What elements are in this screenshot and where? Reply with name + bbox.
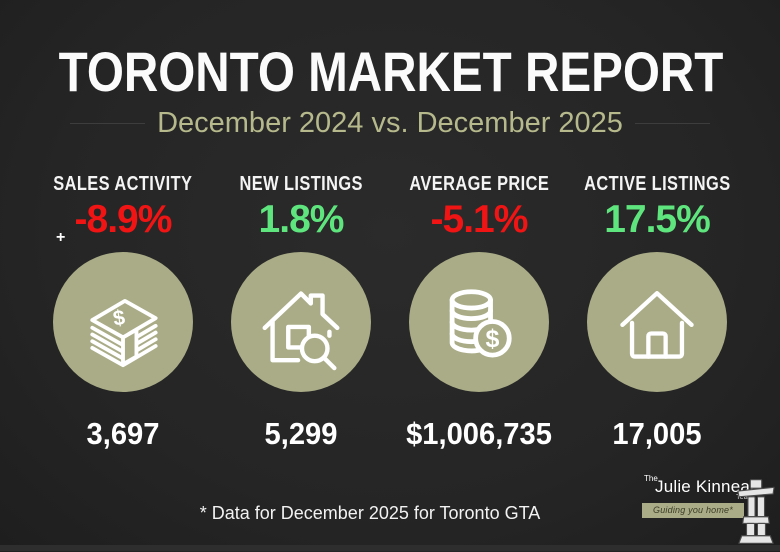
svg-text:$: $ <box>485 325 499 353</box>
header: TORONTO MARKET REPORT December 2024 vs. … <box>0 44 780 140</box>
stat-percent-change: -5.1% <box>430 198 529 241</box>
stat-label: ACTIVE LISTINGS <box>584 173 731 195</box>
stat-icon-circle: $ <box>53 252 193 392</box>
stat-value: 3,697 <box>86 416 160 451</box>
stat-average-price: AVERAGE PRICE -5.1% $ $1,006,735 <box>390 173 568 452</box>
subtitle-divider-left <box>70 123 146 124</box>
money-stack-icon: $ <box>75 274 171 370</box>
stat-percent-change: 17.5% <box>604 198 711 241</box>
stat-label: NEW LISTINGS <box>239 173 363 195</box>
svg-text:$: $ <box>111 306 126 331</box>
subtitle: December 2024 vs. December 2025 <box>157 107 623 139</box>
stats-row: SALES ACTIVITY -8.9% $ 3,697 <box>34 173 746 452</box>
stat-value: $1,006,735 <box>406 416 552 451</box>
stat-sales-activity: SALES ACTIVITY -8.9% $ 3,697 <box>34 173 212 452</box>
house-search-icon <box>252 273 350 371</box>
stat-value: 17,005 <box>612 416 702 451</box>
plus-marker: + <box>56 229 66 246</box>
bottom-edge <box>0 545 780 551</box>
inukshuk-icon <box>737 477 775 552</box>
logo-pre: The <box>644 474 658 483</box>
subtitle-row: December 2024 vs. December 2025 <box>70 107 711 140</box>
coins-dollar-icon: $ <box>431 274 527 370</box>
page-title: TORONTO MARKET REPORT <box>58 40 724 103</box>
house-icon <box>609 274 705 370</box>
stat-percent-change: -8.9% <box>74 198 173 241</box>
stat-icon-circle <box>231 252 371 392</box>
stat-value: 5,299 <box>264 416 338 451</box>
logo-tagline-banner: Guiding you home* <box>642 503 744 518</box>
stat-icon-circle <box>587 252 727 392</box>
stat-active-listings: ACTIVE LISTINGS 17.5% 17,005 <box>568 173 746 452</box>
data-footnote: * Data for December 2025 for Toronto GTA <box>199 503 541 523</box>
logo-name: The Julie Kinnear Team <box>642 474 780 501</box>
stat-label: SALES ACTIVITY <box>53 173 193 195</box>
logo-suffix: Team <box>736 494 754 501</box>
stat-new-listings: NEW LISTINGS 1.8% 5,299 <box>212 173 390 452</box>
logo-brand: Julie Kinnear <box>655 477 756 496</box>
subtitle-divider-right <box>634 123 711 124</box>
stat-icon-circle: $ <box>409 252 549 392</box>
stat-percent-change: 1.8% <box>258 198 345 241</box>
stat-label: AVERAGE PRICE <box>409 173 549 195</box>
julie-kinnear-logo: The Julie Kinnear Team Guiding you home* <box>642 474 780 544</box>
